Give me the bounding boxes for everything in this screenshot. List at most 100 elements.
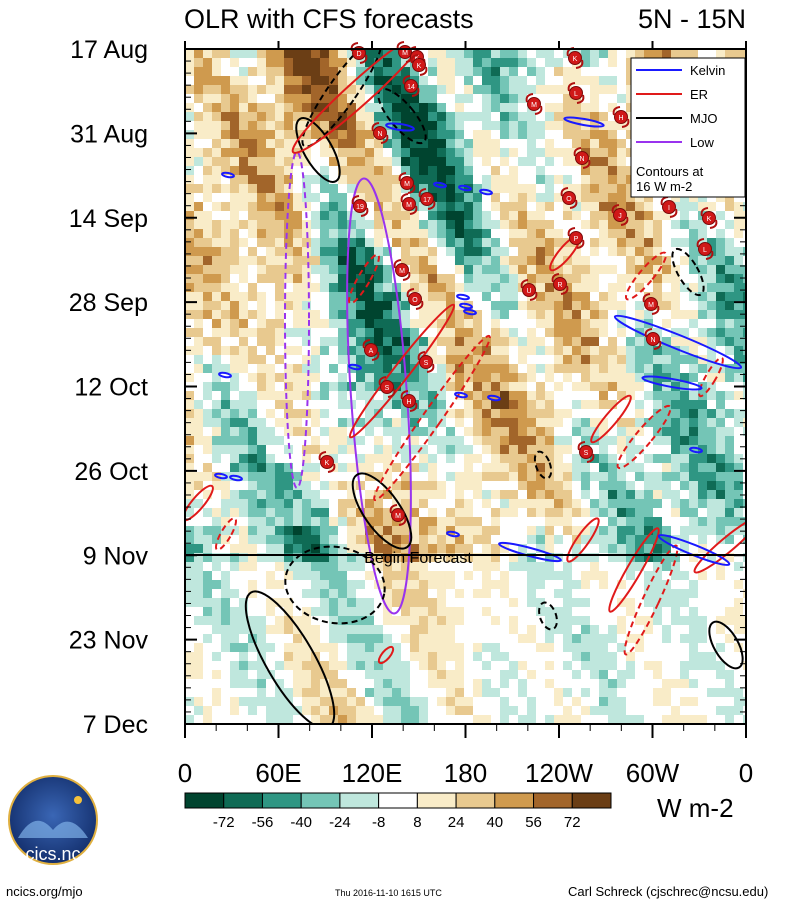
olr-cell [329,427,338,436]
olr-cell [329,130,338,139]
olr-cell [293,67,302,76]
olr-cell [491,688,500,697]
olr-cell [284,499,293,508]
olr-cell [383,679,392,688]
olr-cell [410,427,419,436]
olr-cell [185,283,194,292]
olr-cell [581,166,590,175]
olr-cell [554,355,563,364]
olr-cell [455,355,464,364]
olr-cell [185,328,194,337]
olr-cell [365,76,374,85]
olr-cell [356,319,365,328]
storm-marker: H [400,390,418,412]
olr-cell [437,373,446,382]
olr-cell [536,49,545,58]
olr-cell [302,283,311,292]
olr-cell [194,328,203,337]
olr-cell [689,454,698,463]
olr-cell [212,580,221,589]
olr-cell [419,265,428,274]
olr-cell [338,400,347,409]
olr-cell [257,625,266,634]
olr-cell [455,382,464,391]
olr-cell [446,292,455,301]
olr-cell [374,85,383,94]
olr-cell [437,121,446,130]
olr-cell [266,220,275,229]
olr-cell [329,445,338,454]
olr-cell [680,634,689,643]
olr-cell [662,463,671,472]
olr-cell [743,661,746,670]
olr-cell [383,418,392,427]
olr-cell [194,346,203,355]
colorbar-units: W m-2 [657,793,734,823]
olr-cell [473,715,482,724]
olr-cell [464,427,473,436]
olr-cell [203,607,212,616]
olr-cell [320,220,329,229]
olr-cell [734,562,743,571]
olr-cell [545,85,554,94]
olr-cell [212,247,221,256]
olr-cell [428,292,437,301]
olr-cell [239,607,248,616]
olr-cell [707,283,716,292]
olr-cell [617,382,626,391]
olr-cell [266,112,275,121]
olr-cell [329,301,338,310]
olr-cell [536,121,545,130]
olr-cell [347,319,356,328]
olr-cell [428,103,437,112]
olr-cell [734,508,743,517]
olr-cell [491,562,500,571]
olr-cell [248,328,257,337]
olr-cell [284,346,293,355]
olr-cell [725,265,734,274]
olr-cell [410,481,419,490]
olr-cell [527,508,536,517]
olr-cell [419,373,428,382]
olr-cell [239,76,248,85]
olr-cell [536,283,545,292]
olr-cell [338,274,347,283]
olr-cell [419,139,428,148]
olr-cell [446,166,455,175]
olr-cell [221,76,230,85]
olr-cell [581,130,590,139]
olr-cell [257,238,266,247]
olr-cell [365,706,374,715]
olr-cell [554,589,563,598]
olr-cell [653,49,662,58]
olr-cell [536,76,545,85]
storm-disc [419,355,433,369]
olr-cell [518,76,527,85]
olr-cell [500,67,509,76]
olr-cell [257,364,266,373]
olr-cell [599,301,608,310]
olr-cell [239,499,248,508]
colorbar-label: 8 [413,814,421,831]
olr-cell [365,49,374,58]
olr-cell [608,202,617,211]
olr-cell [428,607,437,616]
olr-cell [392,364,401,373]
olr-cell [455,544,464,553]
olr-cell [428,157,437,166]
olr-cell [725,454,734,463]
olr-cell [698,463,707,472]
olr-cell [392,535,401,544]
olr-cell [203,589,212,598]
olr-cell [230,508,239,517]
olr-cell [464,544,473,553]
olr-cell [554,517,563,526]
olr-cell [302,454,311,463]
olr-cell [617,373,626,382]
olr-cell [293,472,302,481]
olr-cell [662,697,671,706]
olr-cell [689,463,698,472]
storm-disc [579,445,593,459]
olr-cell [707,292,716,301]
olr-cell [671,391,680,400]
